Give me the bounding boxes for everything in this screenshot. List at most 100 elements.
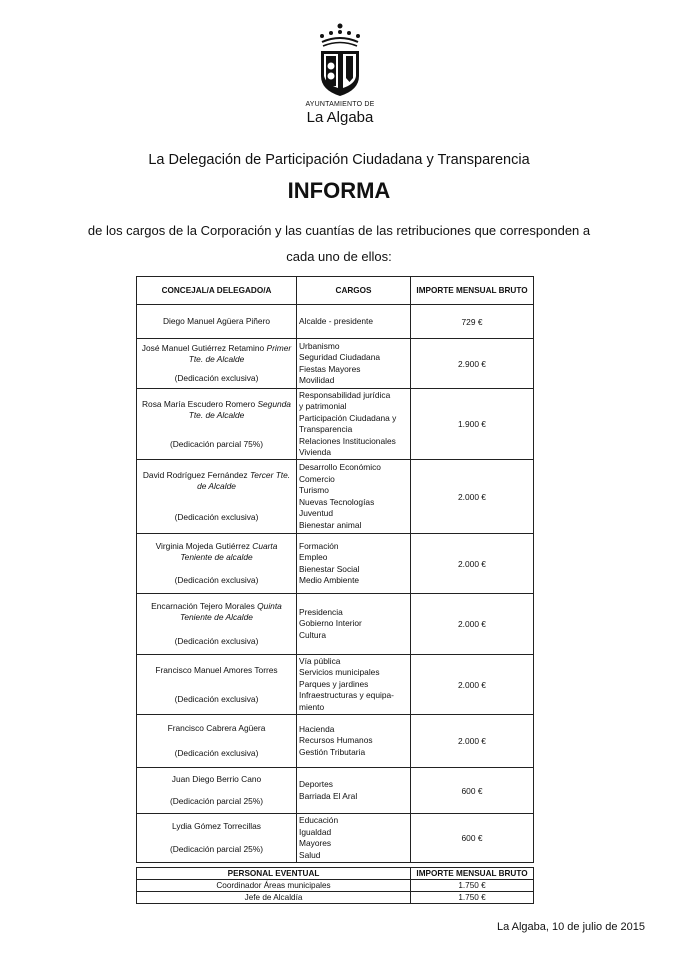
cargos-cell: Desarrollo Económico Comercio Turismo Nueva… <box>296 459 411 534</box>
table-row: David Rodríguez Fernández Tercer Tte. de… <box>136 459 534 534</box>
cargo-item: Igualdad <box>299 826 332 837</box>
cargo-item: Bienestar animal <box>299 519 362 530</box>
cargo-item: Servicios municipales <box>299 667 380 678</box>
amount-cell: 729 € <box>410 304 534 339</box>
dedication: (Dedicación parcial 25%) <box>169 844 264 855</box>
cargo-item: y patrimonial <box>299 401 347 411</box>
councillor-name: Juan Diego Berrio Cano <box>171 774 262 784</box>
cargos-cell: Alcalde - presidente <box>296 304 411 339</box>
cargo-item: Gestión Tributaria <box>299 746 366 757</box>
delegation-heading: La Delegación de Participación Ciudadana… <box>148 152 530 168</box>
councillor-role: Quinta Teniente de Alcalde <box>180 601 282 622</box>
councillor-name: José Manuel Gutiérrez Retamino <box>141 343 265 354</box>
cargos-cell: Vía pública Servicios municipales Parques … <box>296 654 411 715</box>
document-title: INFORMA <box>287 178 391 203</box>
dedication: (Dedicación parcial 25%) <box>169 796 264 806</box>
councillor-name: Encarnación Tejero Morales <box>151 601 255 611</box>
councillor-name: Francisco Manuel Amores Torres <box>155 664 278 675</box>
cargo-item: Gobierno Interior <box>299 618 362 629</box>
table-row: Juan Diego Berrio Cano (Dedicación parcia… <box>136 767 534 814</box>
cargo-item: Parques y jardines <box>299 678 369 689</box>
cargos-cell: Deportes Barriada El Aral <box>296 767 411 814</box>
councillor-name: Lydia Gómez Torrecillas <box>172 820 261 831</box>
cargo-item: Nuevas Tecnologías <box>299 496 375 507</box>
logo-subtitle: AYUNTAMIENTO DE <box>305 101 375 108</box>
councillor-role: Tercer Tte. de Alcalde <box>197 470 291 492</box>
eventual-header-row: PERSONAL EVENTUAL IMPORTE MENSUAL BRUTO <box>136 867 534 880</box>
councillor-name: Rosa María Escudero Romero <box>142 398 256 409</box>
councillor-cell: Diego Manuel Agüera Piñero <box>136 304 297 339</box>
header-eventual-amount: IMPORTE MENSUAL BRUTO <box>410 867 534 880</box>
cargo-item: Transparencia <box>299 424 353 434</box>
header-eventual: PERSONAL EVENTUAL <box>136 867 411 880</box>
councillor-role: Segunda Tte. de Alcalde <box>188 398 291 420</box>
councillor-cell: Lydia Gómez Torrecillas (Dedicación parci… <box>136 813 297 863</box>
cargo-item: Recursos Humanos <box>299 735 373 746</box>
councillor-cell: Virginia Mojeda Gutiérrez Cuarta Tenient… <box>136 533 297 594</box>
amount-cell: 2.000 € <box>410 459 534 534</box>
cargo-item: Desarrollo Económico <box>299 462 381 472</box>
cargo-item: Cultura <box>299 629 326 640</box>
cargos-cell: Hacienda Recursos Humanos Gestión Tributar… <box>296 714 411 768</box>
cargos-cell: Presidencia Gobierno Interior Cultura <box>296 593 411 655</box>
table-row: José Manuel Gutiérrez Retamino Primer Tt… <box>136 338 534 389</box>
document-date: La Algaba, 10 de julio de 2015 <box>496 921 645 933</box>
header-councillor: CONCEJAL/A DELEGADO/A <box>136 276 297 305</box>
table-row: Lydia Gómez Torrecillas (Dedicación parci… <box>136 813 534 863</box>
councillor-cell: Encarnación Tejero Morales Quinta Tenien… <box>136 593 297 655</box>
dedication: (Dedicación exclusiva) <box>174 748 259 759</box>
amount-cell: 2.000 € <box>410 533 534 594</box>
table-row: Francisco Manuel Amores Torres (Dedicació… <box>136 654 534 715</box>
councillor-role: Primer Tte. de Alcalde <box>188 343 292 365</box>
amount-cell: 600 € <box>410 813 534 863</box>
councillor-name: Diego Manuel Agüera Piñero <box>162 316 271 326</box>
coat-of-arms-icon <box>320 23 360 96</box>
logo-town-name: La Algaba <box>306 109 374 126</box>
dedication: (Dedicación exclusiva) <box>174 636 259 646</box>
cargo-item: Formación <box>299 540 339 551</box>
cargo-item: Participación Ciudadana y <box>299 412 397 423</box>
cargos-cell: Urbanismo Seguridad Ciudadana Fiestas Mayo… <box>296 338 411 389</box>
eventual-row: Jefe de Alcaldía 1.750 € <box>136 891 534 904</box>
table-row: Diego Manuel Agüera Piñero Alcalde - pres… <box>136 304 534 339</box>
councillor-cell: Francisco Cabrera Agüera (Dedicación excl… <box>136 714 297 768</box>
cargo-item: Juventud <box>299 508 333 518</box>
cargo-item: Fiestas Mayores <box>299 363 361 374</box>
eventual-amount: 1.750 € <box>410 879 534 892</box>
cargo-item: Presidencia <box>299 606 343 617</box>
cargos-cell: Responsabilidad jurídica y patrimonial Par… <box>296 388 411 460</box>
header-amount: IMPORTE MENSUAL BRUTO <box>410 276 534 305</box>
councillor-name: David Rodríguez Fernández <box>142 470 248 481</box>
councillors-table: CONCEJAL/A DELEGADO/A CARGOS IMPORTE MEN… <box>136 276 534 863</box>
cargo-item: Empleo <box>299 552 328 562</box>
cargo-item: Seguridad Ciudadana <box>299 352 381 362</box>
dedication: (Dedicación exclusiva) <box>174 575 259 586</box>
header-cargos: CARGOS <box>296 276 411 305</box>
councillor-cell: Juan Diego Berrio Cano (Dedicación parcia… <box>136 767 297 814</box>
eventual-amount: 1.750 € <box>410 891 534 904</box>
amount-cell: 1.900 € <box>410 388 534 460</box>
dedication: (Dedicación exclusiva) <box>174 693 259 704</box>
councillor-cell: David Rodríguez Fernández Tercer Tte. de… <box>136 459 297 534</box>
cargo-item: Alcalde - presidente <box>299 315 374 326</box>
cargo-item: Turismo <box>299 485 329 495</box>
dedication: (Dedicación parcial 75%) <box>169 438 264 449</box>
cargo-item: Educación <box>299 815 339 825</box>
document-body: CONCEJAL/A DELEGADO/A CARGOS IMPORTE MEN… <box>136 276 645 934</box>
eventual-row: Coordinador Áreas municipales 1.750 € <box>136 879 534 892</box>
councillor-name: Virginia Mojeda Gutiérrez <box>155 540 250 551</box>
cargo-item: Responsabilidad jurídica <box>299 389 391 400</box>
amount-cell: 600 € <box>410 767 534 814</box>
cargo-item: Infraestructuras y equipa- <box>299 690 394 701</box>
cargo-item: Barriada El Aral <box>299 790 358 801</box>
councillor-cell: Francisco Manuel Amores Torres (Dedicació… <box>136 654 297 715</box>
cargo-item: Deportes <box>299 779 333 789</box>
councillor-cell: José Manuel Gutiérrez Retamino Primer Tt… <box>136 338 297 389</box>
table-header-row: CONCEJAL/A DELEGADO/A CARGOS IMPORTE MEN… <box>136 276 534 305</box>
dedication: (Dedicación exclusiva) <box>174 372 259 383</box>
cargo-item: Vía pública <box>299 655 341 666</box>
cargo-item: Salud <box>299 849 321 860</box>
cargos-cell: Educación Igualdad Mayores Salud <box>296 813 411 863</box>
eventual-position: Jefe de Alcaldía <box>136 891 411 904</box>
cargo-item: Comercio <box>299 473 335 484</box>
